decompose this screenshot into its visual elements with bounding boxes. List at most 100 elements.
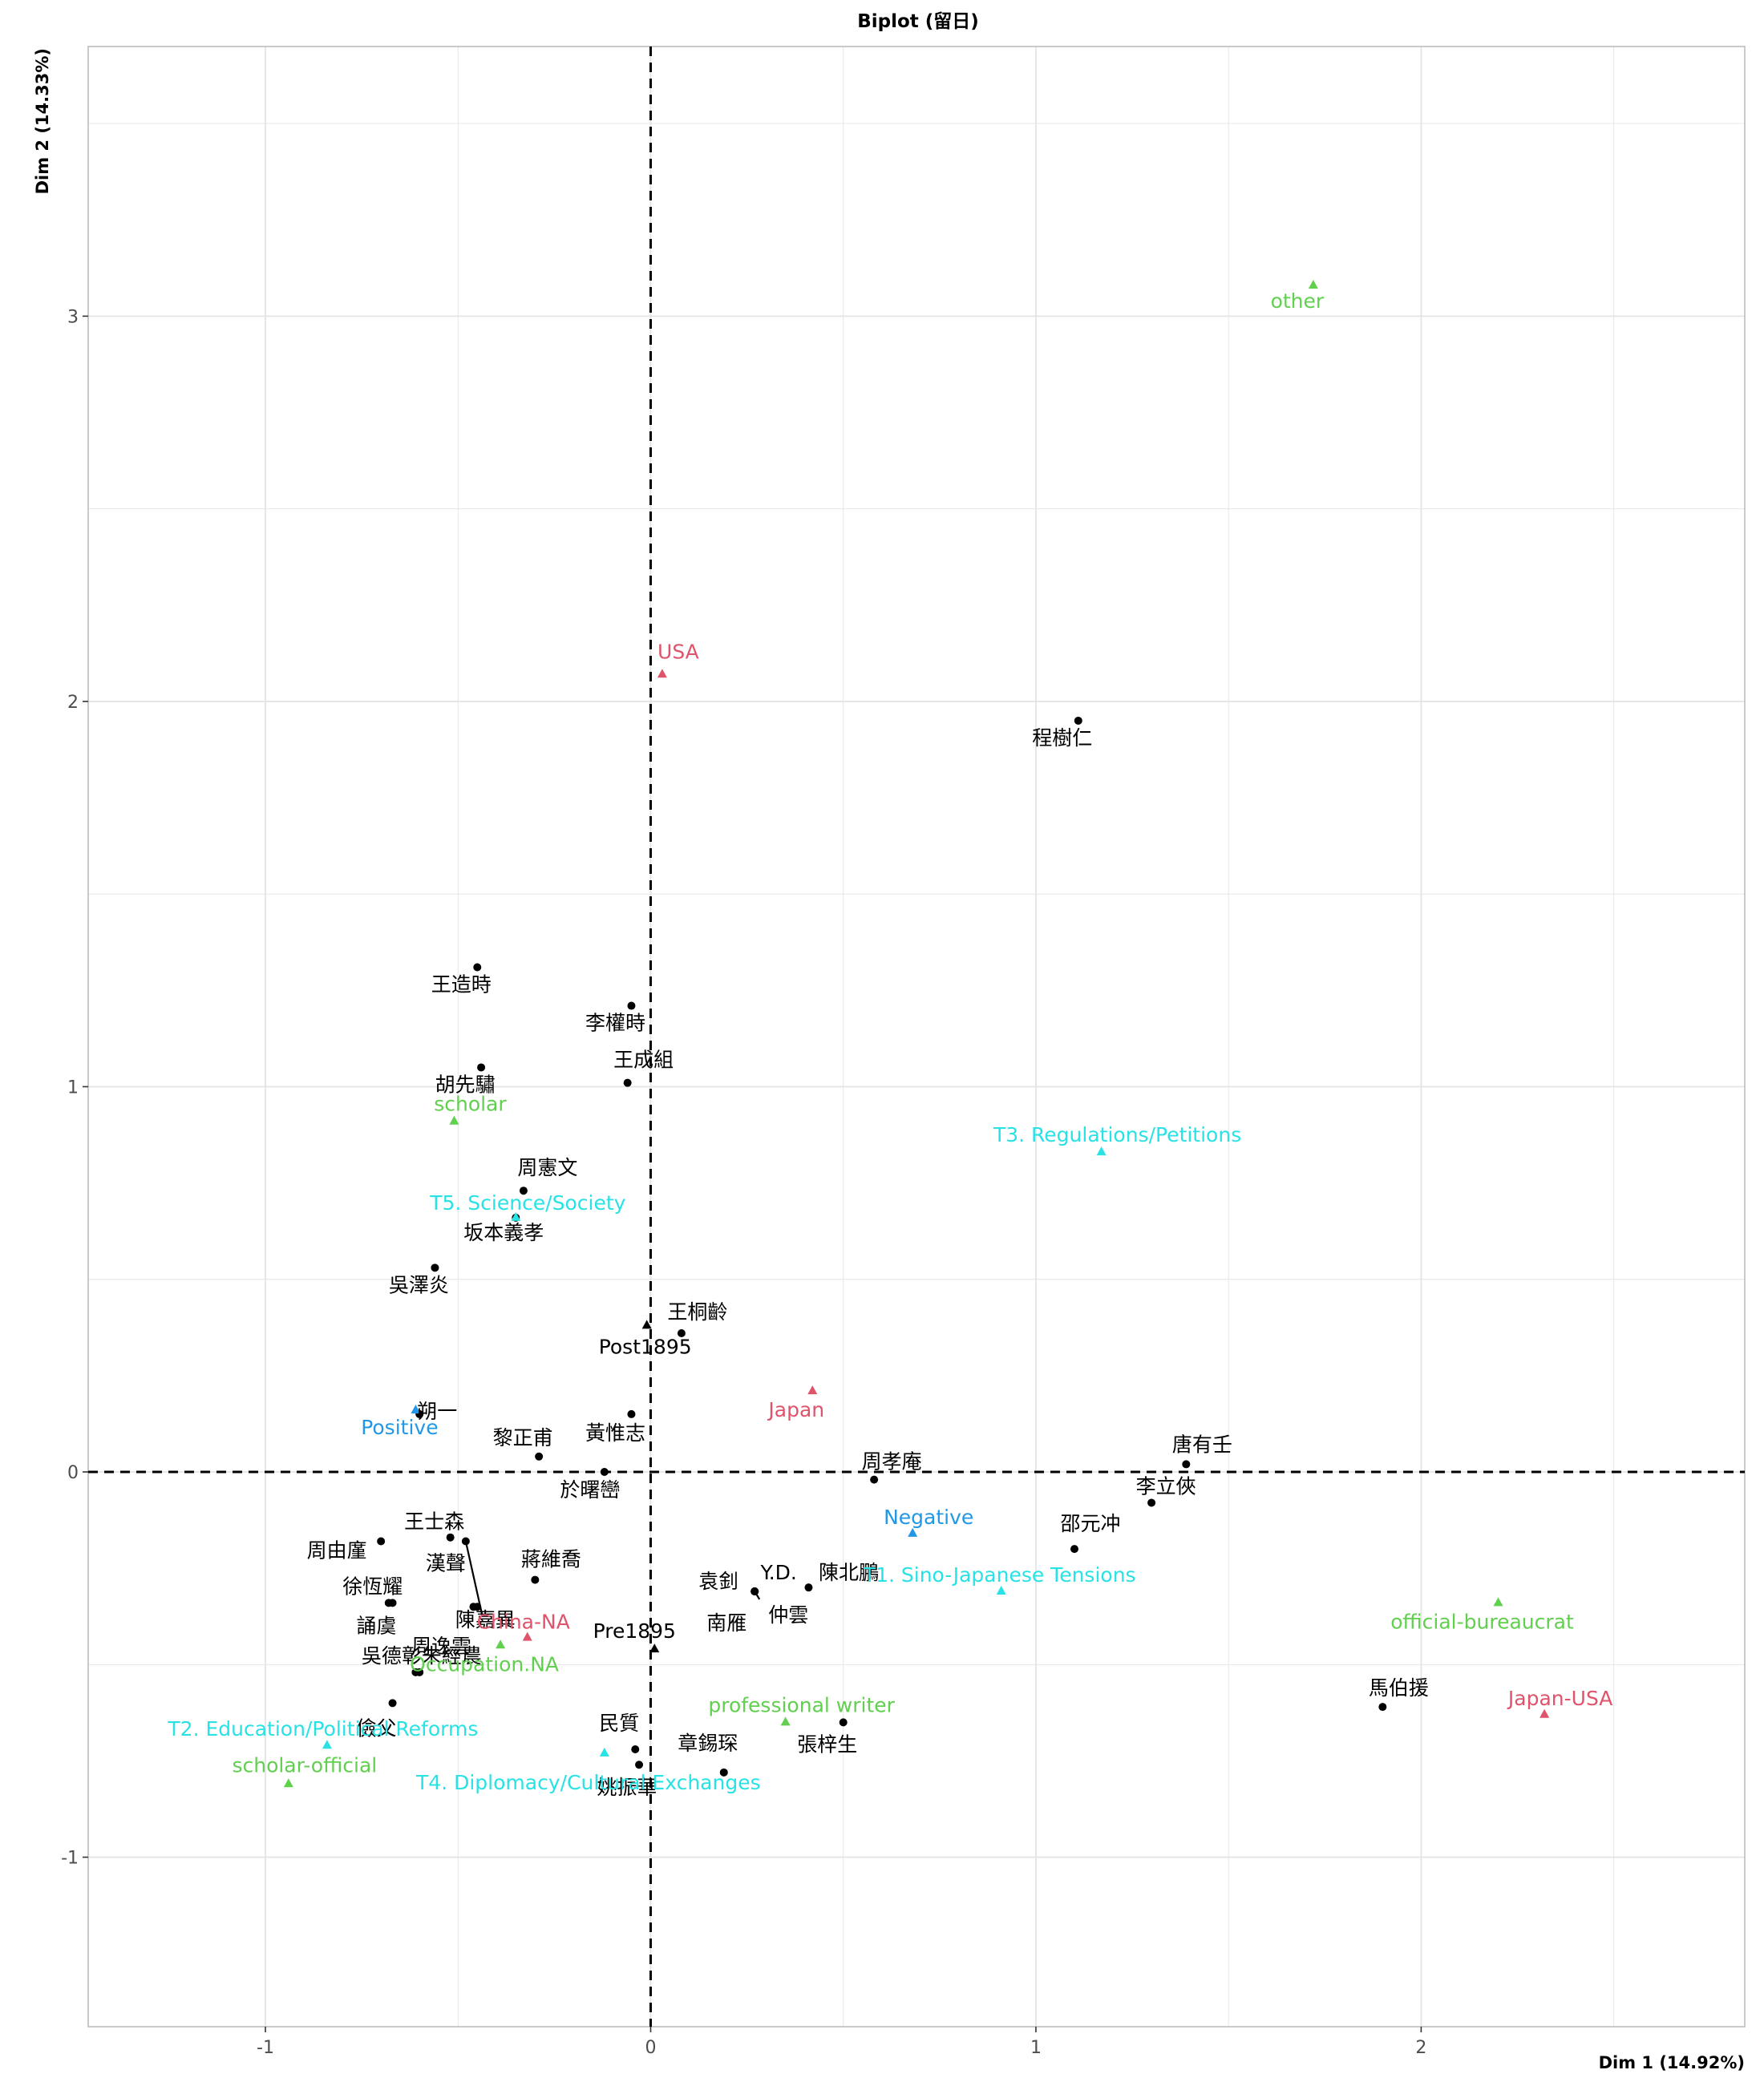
individual-point — [719, 1768, 728, 1777]
individual-point — [388, 1699, 397, 1708]
individual-label: 誦虞 — [357, 1614, 397, 1637]
category-marker-pre1895 — [649, 1643, 660, 1653]
x-axis-label: Dim 1 (14.92%) — [1599, 2053, 1745, 2072]
individual-label: 王造時 — [431, 973, 492, 997]
individual-label: 黎正甫 — [493, 1426, 553, 1449]
category-marker-positive — [411, 1405, 421, 1414]
individual-label: 南雁 — [706, 1611, 746, 1635]
individual-point — [1074, 716, 1082, 725]
category-marker-t5-science-society — [511, 1211, 521, 1221]
category-label-japan-usa: Japan-USA — [1507, 1687, 1612, 1710]
individual-label: 王成組 — [613, 1049, 674, 1072]
individual-point — [627, 1409, 636, 1418]
category-marker-negative — [908, 1527, 918, 1537]
individual-label: 仲雲 — [768, 1603, 808, 1627]
x-tick-label: -1 — [257, 2038, 274, 2058]
individual-label: 坂本義孝 — [463, 1221, 544, 1244]
y-tick-label: 3 — [67, 307, 79, 327]
individual-point — [623, 1078, 632, 1087]
individual-label: 儉父 — [357, 1716, 397, 1740]
individual-point — [870, 1475, 879, 1484]
chart-title: Biplot (留日) — [857, 11, 979, 32]
individual-label: 蔣維喬 — [521, 1548, 581, 1571]
category-label-pre1895: Pre1895 — [593, 1619, 676, 1643]
individual-label: 周憲文 — [517, 1156, 577, 1179]
category-label-scholar-official: scholar-official — [232, 1753, 377, 1777]
category-label-usa: USA — [657, 640, 699, 663]
individual-point — [600, 1468, 609, 1477]
individual-label: 王桐齡 — [667, 1300, 727, 1324]
individual-point — [1182, 1460, 1191, 1469]
individual-label: 黃惟志 — [585, 1421, 645, 1445]
individual-label: 朔一 — [417, 1400, 457, 1423]
individual-label: 程樹仁 — [1032, 726, 1092, 750]
individual-label: 周由廑 — [307, 1539, 367, 1563]
category-marker-professional-writer — [780, 1716, 791, 1726]
individual-label: 吳德彰 — [362, 1644, 422, 1668]
category-marker-t4-diplomacy-cultural-exchanges — [599, 1747, 609, 1757]
individual-label: Y.D. — [760, 1561, 797, 1584]
individual-point — [377, 1537, 386, 1546]
y-tick-label: 0 — [67, 1463, 79, 1483]
y-axis-label: Dim 2 (14.33%) — [33, 48, 52, 194]
individual-point — [477, 1063, 486, 1072]
individual-point — [473, 963, 482, 972]
chart-marks — [283, 279, 1550, 1788]
category-marker-occupation-na — [496, 1639, 506, 1649]
category-label-negative: Negative — [884, 1506, 973, 1529]
individual-label: 邵元冲 — [1060, 1512, 1120, 1535]
category-marker-t2-education-political-reforms — [322, 1740, 332, 1749]
individual-point — [388, 1599, 397, 1607]
individual-point — [839, 1718, 848, 1727]
category-label-t4-diplomacy-cultural-exchanges: T4. Diplomacy/Cultural Exchanges — [415, 1771, 761, 1794]
individual-point — [677, 1329, 686, 1338]
category-marker-japan — [807, 1385, 818, 1395]
category-marker-scholar-official — [283, 1778, 293, 1788]
individual-label: 朱經農 — [422, 1644, 482, 1668]
category-label-t1-sino-japanese-tensions: T1. Sino-Japanese Tensions — [863, 1563, 1136, 1587]
individual-label: 章錫琛 — [678, 1732, 738, 1755]
individual-label: 陳北鵬 — [819, 1561, 879, 1584]
individual-point — [1147, 1498, 1156, 1507]
plot-panel — [87, 46, 1746, 2028]
individual-label: 馬伯援 — [1369, 1676, 1429, 1700]
y-tick-label: 2 — [67, 693, 79, 713]
category-label-post1895: Post1895 — [599, 1335, 692, 1358]
individual-point — [519, 1187, 528, 1195]
axis-ticks: -1 0 1 2 -1 0 1 2 3 — [61, 307, 1426, 2058]
individual-point — [1070, 1545, 1078, 1554]
category-label-occupation-na: Occupation.NA — [410, 1652, 559, 1676]
individual-point — [627, 1001, 636, 1010]
chart-labels: 程樹仁王造時李權時胡先驌王成組周憲文坂本義孝吳澤炎王桐齡朔一黃惟志黎正甫於曙巒周… — [167, 289, 1612, 1799]
category-label-positive: Positive — [361, 1416, 438, 1439]
individual-label: 徐恆耀 — [342, 1575, 403, 1598]
x-tick-label: 2 — [1415, 2038, 1426, 2058]
category-label-official-bureaucrat: official-bureaucrat — [1390, 1610, 1574, 1633]
individual-point — [631, 1745, 640, 1754]
individual-label: 袁釗 — [698, 1570, 738, 1593]
individual-point — [1378, 1703, 1387, 1712]
label-connector-line — [464, 1541, 483, 1615]
category-label-japan: Japan — [767, 1398, 824, 1421]
x-tick-label: 1 — [1030, 2038, 1042, 2058]
individual-label: 漢聲 — [426, 1552, 466, 1575]
individual-label: 胡先驌 — [435, 1073, 496, 1096]
individual-label: 姚振華 — [597, 1776, 657, 1799]
individual-label: 張梓生 — [797, 1732, 857, 1756]
category-marker-t1-sino-japanese-tensions — [996, 1585, 1006, 1595]
category-marker-post1895 — [641, 1320, 652, 1329]
individual-label: 吳澤炎 — [389, 1273, 449, 1296]
reference-lines — [88, 46, 1745, 2027]
category-marker-official-bureaucrat — [1493, 1597, 1503, 1607]
x-tick-label: 0 — [645, 2038, 656, 2058]
category-label-other: other — [1271, 289, 1325, 313]
category-label-t3-regulations-petitions: T3. Regulations/Petitions — [993, 1123, 1241, 1146]
individual-point — [469, 1603, 478, 1611]
category-label-t2-education-political-reforms: T2. Education/Political Reforms — [167, 1717, 478, 1740]
category-label-china-na: China-NA — [477, 1611, 570, 1634]
individual-label: 於曙巒 — [560, 1478, 620, 1502]
category-marker-other — [1308, 279, 1318, 289]
individual-point — [751, 1587, 759, 1595]
individual-label: 李立俠 — [1136, 1474, 1196, 1498]
